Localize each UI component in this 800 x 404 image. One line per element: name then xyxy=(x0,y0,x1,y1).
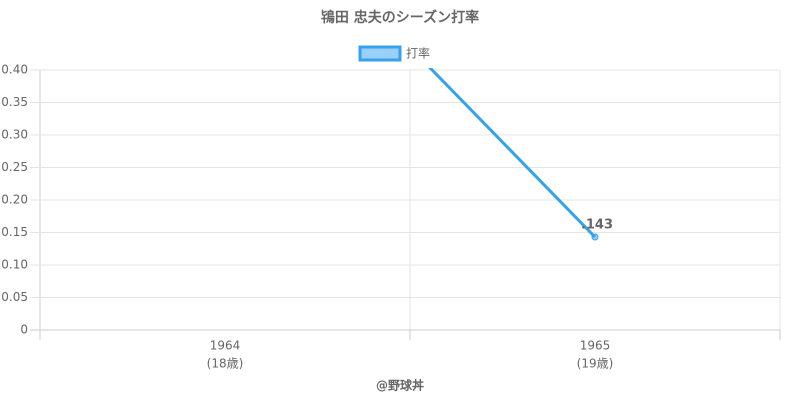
x-tick-sublabel: (19歳) xyxy=(577,357,614,371)
y-tick-label: 0.40 xyxy=(1,63,28,77)
y-tick-label: 0.35 xyxy=(1,95,28,109)
x-tick-label: 1965 xyxy=(580,339,611,353)
x-tick-label: 1964 xyxy=(210,339,241,353)
y-tick-label: 0.20 xyxy=(1,193,28,207)
y-tick-label: 0.30 xyxy=(1,128,28,142)
y-tick-label: 0 xyxy=(20,323,28,337)
footer: @野球丼 xyxy=(376,378,424,393)
line xyxy=(428,68,597,239)
y-tick-label: 0.10 xyxy=(1,258,28,272)
legend-label: 打率 xyxy=(406,46,430,61)
x-tick-sublabel: (18歳) xyxy=(207,357,244,371)
y-tick-label: 0.15 xyxy=(1,225,28,239)
chart-title: 鴇田 忠夫のシーズン打率 xyxy=(321,9,479,26)
data-label: .143 xyxy=(581,218,613,233)
y-tick-label: 0.25 xyxy=(1,160,28,174)
legend-swatch xyxy=(358,45,402,62)
plot-area xyxy=(428,68,599,241)
y-tick-label: 0.05 xyxy=(1,290,28,304)
point xyxy=(591,233,599,241)
